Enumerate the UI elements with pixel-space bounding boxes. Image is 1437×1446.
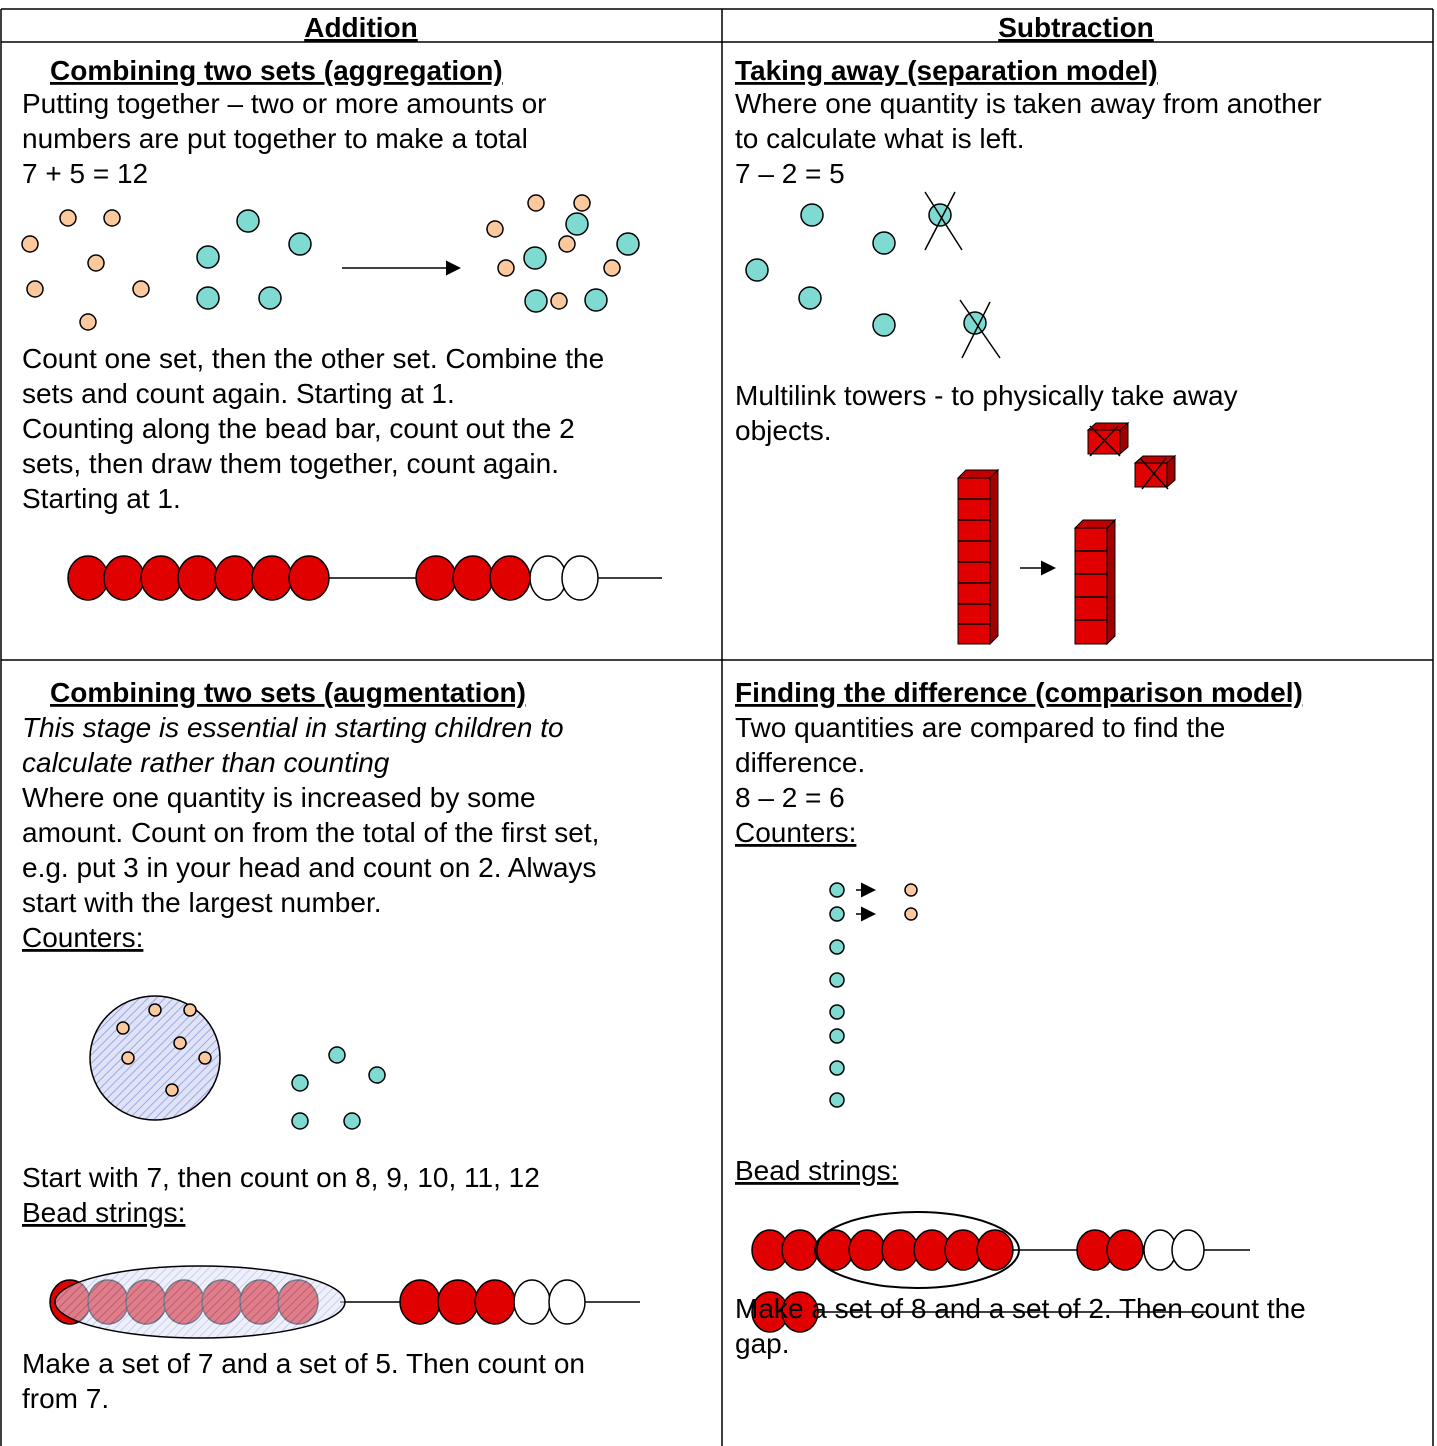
paragraph-line: Two quantities are compared to find the [735, 712, 1225, 743]
table-borders [0, 8, 1434, 1446]
paragraph-line: numbers are put together to make a total [22, 123, 528, 154]
section-heading: Taking away (separation model) [735, 55, 1158, 86]
paragraph-line: gap. [735, 1328, 790, 1359]
augmentation-bead-string [49, 1265, 640, 1339]
paragraph-line: Count one set, then the other set. Combi… [22, 343, 604, 374]
sub-label: Counters: [22, 922, 143, 953]
paragraph-line: amount. Count on from the total of the f… [22, 817, 599, 848]
column-header: Subtraction [998, 12, 1154, 43]
paragraph-line: sets, then draw them together, count aga… [22, 448, 559, 479]
paragraph-line: start with the largest number. [22, 887, 382, 918]
paragraph-line: objects. [735, 415, 832, 446]
comparison-bead-strings [751, 1211, 1250, 1333]
paragraph-line: Multilink towers - to physically take aw… [735, 380, 1238, 411]
comparison-counters [829, 882, 918, 1108]
multilink-towers [956, 421, 1177, 646]
paragraph-line: sets and count again. Starting at 1. [22, 378, 455, 409]
section-heading: Combining two sets (augmentation) [50, 677, 526, 708]
paragraph-line: from 7. [22, 1383, 109, 1414]
paragraph-line: Counting along the bead bar, count out t… [22, 413, 575, 444]
text-layer: Addition Subtraction Combining two sets (a… [22, 12, 1322, 1414]
aggregation-bead-bar [67, 555, 662, 601]
paragraph-line: Putting together – two or more amounts o… [22, 88, 547, 119]
equation: 7 – 2 = 5 [735, 158, 845, 189]
sub-label: Bead strings: [735, 1155, 898, 1186]
paragraph-line: calculate rather than counting [22, 747, 390, 778]
paragraph-line: e.g. put 3 in your head and count on 2. … [22, 852, 596, 883]
paragraph-line: difference. [735, 747, 865, 778]
paragraph-line: Make a set of 7 and a set of 5. Then cou… [22, 1348, 585, 1379]
section-heading: Finding the difference (comparison model… [735, 677, 1303, 708]
paragraph-line: to calculate what is left. [735, 123, 1024, 154]
section-heading: Combining two sets (aggregation) [50, 55, 503, 86]
equation: 7 + 5 = 12 [22, 158, 148, 189]
sub-label: Counters: [735, 817, 856, 848]
paragraph-line: Starting at 1. [22, 483, 181, 514]
paragraph-line: This stage is essential in starting chil… [22, 712, 564, 743]
equation: 8 – 2 = 6 [735, 782, 845, 813]
sub-label: Bead strings: [22, 1197, 185, 1228]
paragraph-line: Make a set of 8 and a set of 2. Then cou… [735, 1293, 1306, 1324]
paragraph-line: Where one quantity is increased by some [22, 782, 536, 813]
aggregation-counters [21, 194, 640, 331]
separation-counters [745, 191, 1001, 359]
paragraph-line: Start with 7, then count on 8, 9, 10, 11… [22, 1162, 540, 1193]
paragraph-line: Where one quantity is taken away from an… [735, 88, 1322, 119]
augmentation-counters [89, 995, 386, 1130]
column-header: Addition [304, 12, 418, 43]
